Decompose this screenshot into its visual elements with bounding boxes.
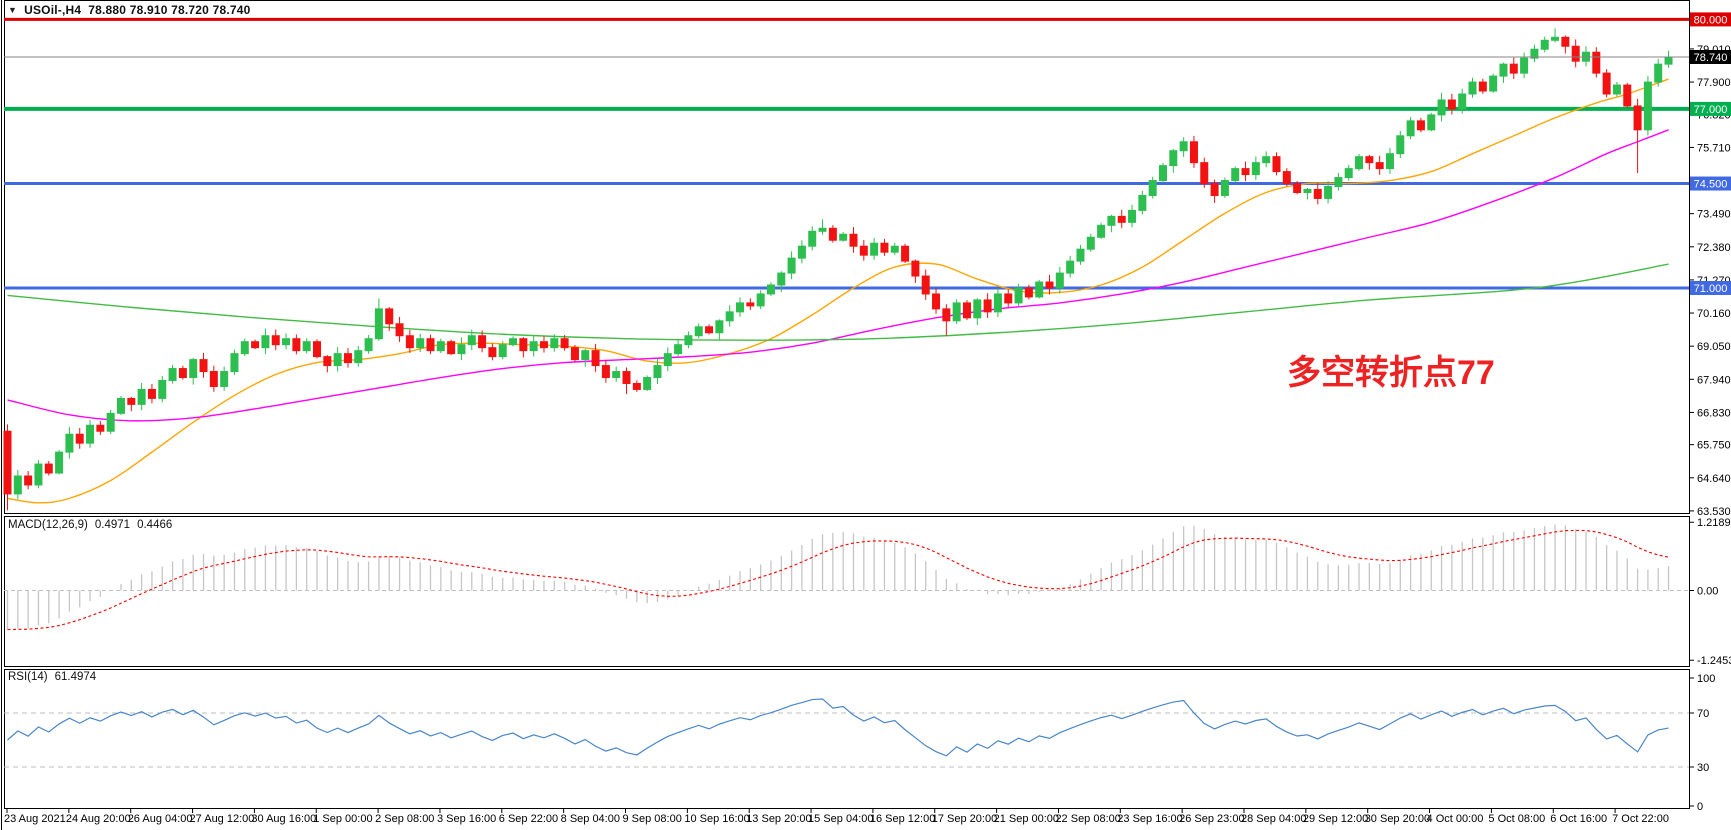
- main-price-panel: [3, 17, 1689, 511]
- axis-tick-label: 70: [1697, 708, 1709, 720]
- time-axis-label: 6 Oct 16:00: [1550, 813, 1607, 825]
- svg-text:80.000: 80.000: [1694, 14, 1728, 26]
- time-axis-label: 23 Sep 16:00: [1117, 813, 1182, 825]
- axis-tick-label: 0: [1697, 801, 1703, 813]
- axis-tick-label: 67.940: [1697, 374, 1731, 386]
- time-axis-label: 17 Sep 20:00: [932, 813, 997, 825]
- axis-tick-label: 30: [1697, 762, 1709, 774]
- time-axis-label: 28 Sep 04:00: [1241, 813, 1306, 825]
- axis-tick-label: 66.830: [1697, 407, 1731, 419]
- time-axis-label: 5 Oct 08:00: [1488, 813, 1545, 825]
- svg-text:78.740: 78.740: [1694, 52, 1728, 64]
- axis-tick-label: 1.2189: [1697, 517, 1731, 529]
- time-axis-label: 27 Aug 12:00: [190, 813, 255, 825]
- time-axis-label: 29 Sep 12:00: [1303, 813, 1368, 825]
- svg-text:71.000: 71.000: [1694, 283, 1728, 295]
- rsi-name: RSI(14): [8, 671, 48, 683]
- chart-text-annotation: 多空转折点77: [1287, 354, 1495, 392]
- current-price-badge: 78.740: [1690, 50, 1731, 64]
- time-axis-label: 13 Sep 20:00: [746, 813, 811, 825]
- rsi-line: [7, 698, 1669, 757]
- macd-main-value: 0.4971: [94, 519, 131, 531]
- axis-tick-label: 65.750: [1697, 440, 1731, 452]
- horizontal-level-lines: [4, 17, 1689, 290]
- time-axis-label: 16 Sep 12:00: [870, 813, 935, 825]
- candles-layer: [3, 28, 1673, 511]
- rsi-indicator-label: RSI(14) 61.4974: [8, 671, 96, 683]
- axis-tick-label: 0.00: [1697, 586, 1718, 598]
- symbol-title: USOil-,H4: [24, 3, 82, 17]
- time-axis-label: 1 Sep 00:00: [313, 813, 372, 825]
- axis-tick-label: -1.2453: [1697, 655, 1731, 667]
- time-axis-label: 4 Oct 00:00: [1427, 813, 1484, 825]
- svg-text:77.000: 77.000: [1694, 104, 1728, 116]
- price-axis: 80.12079.01077.90076.82075.71073.49072.3…: [1689, 11, 1731, 813]
- time-axis-label: 6 Sep 22:00: [499, 813, 558, 825]
- time-axis-label: 8 Sep 04:00: [561, 813, 620, 825]
- time-axis-label: 7 Oct 22:00: [1612, 813, 1669, 825]
- time-axis-label: 30 Aug 16:00: [251, 813, 316, 825]
- chart-title-bar: ▼ USOil-,H4 78.880 78.910 78.720 78.740: [8, 3, 250, 17]
- price-badge-80.000: 80.000: [1690, 12, 1731, 27]
- panel-frames: [1, 0, 1690, 830]
- time-axis-label: 21 Sep 00:00: [994, 813, 1059, 825]
- time-axis-label: 24 Aug 20:00: [66, 813, 131, 825]
- time-axis-label: 9 Sep 08:00: [623, 813, 682, 825]
- price-badge-74.500: 74.500: [1690, 176, 1731, 191]
- axis-tick-label: 77.900: [1697, 77, 1731, 89]
- axis-tick-label: 64.640: [1697, 473, 1731, 485]
- macd-panel: [4, 524, 1689, 631]
- axis-tick-label: 72.380: [1697, 242, 1731, 254]
- price-badge-71.000: 71.000: [1690, 280, 1731, 295]
- rsi-panel: [4, 698, 1689, 768]
- time-axis-label: 22 Sep 08:00: [1055, 813, 1120, 825]
- rsi-value: 61.4974: [54, 671, 97, 683]
- macd-signal-value: 0.4466: [137, 519, 173, 531]
- time-axis-label: 3 Sep 16:00: [437, 813, 496, 825]
- time-axis-label: 10 Sep 16:00: [684, 813, 749, 825]
- ma-slow-green: [7, 263, 1669, 341]
- time-axis-label: 26 Aug 04:00: [128, 813, 193, 825]
- macd-name: MACD(12,26,9): [8, 519, 88, 531]
- ma-fast-orange: [7, 78, 1669, 504]
- ohlc-readout: 78.880 78.910 78.720 78.740: [88, 3, 251, 17]
- symbol-dropdown-icon[interactable]: ▼: [8, 5, 18, 15]
- axis-tick-label: 70.160: [1697, 308, 1731, 320]
- axis-tick-label: 63.530: [1697, 506, 1731, 518]
- macd-signal-line: [7, 529, 1669, 631]
- axis-tick-label: 100: [1697, 673, 1715, 685]
- time-axis-label: 15 Sep 04:00: [808, 813, 873, 825]
- macd-indicator-label: MACD(12,26,9) 0.4971 0.4466: [8, 519, 172, 531]
- axis-tick-label: 69.050: [1697, 341, 1731, 353]
- svg-text:74.500: 74.500: [1694, 179, 1728, 191]
- time-axis-label: 30 Sep 20:00: [1365, 813, 1430, 825]
- time-axis-label: 26 Sep 23:00: [1179, 813, 1244, 825]
- time-axis-label: 23 Aug 2021: [4, 813, 66, 825]
- axis-tick-label: 75.710: [1697, 142, 1731, 154]
- price-badge-77.000: 77.000: [1690, 101, 1731, 116]
- time-axis-label: 2 Sep 08:00: [375, 813, 434, 825]
- ma-mid-magenta: [7, 129, 1669, 422]
- axis-tick-label: 73.490: [1697, 209, 1731, 221]
